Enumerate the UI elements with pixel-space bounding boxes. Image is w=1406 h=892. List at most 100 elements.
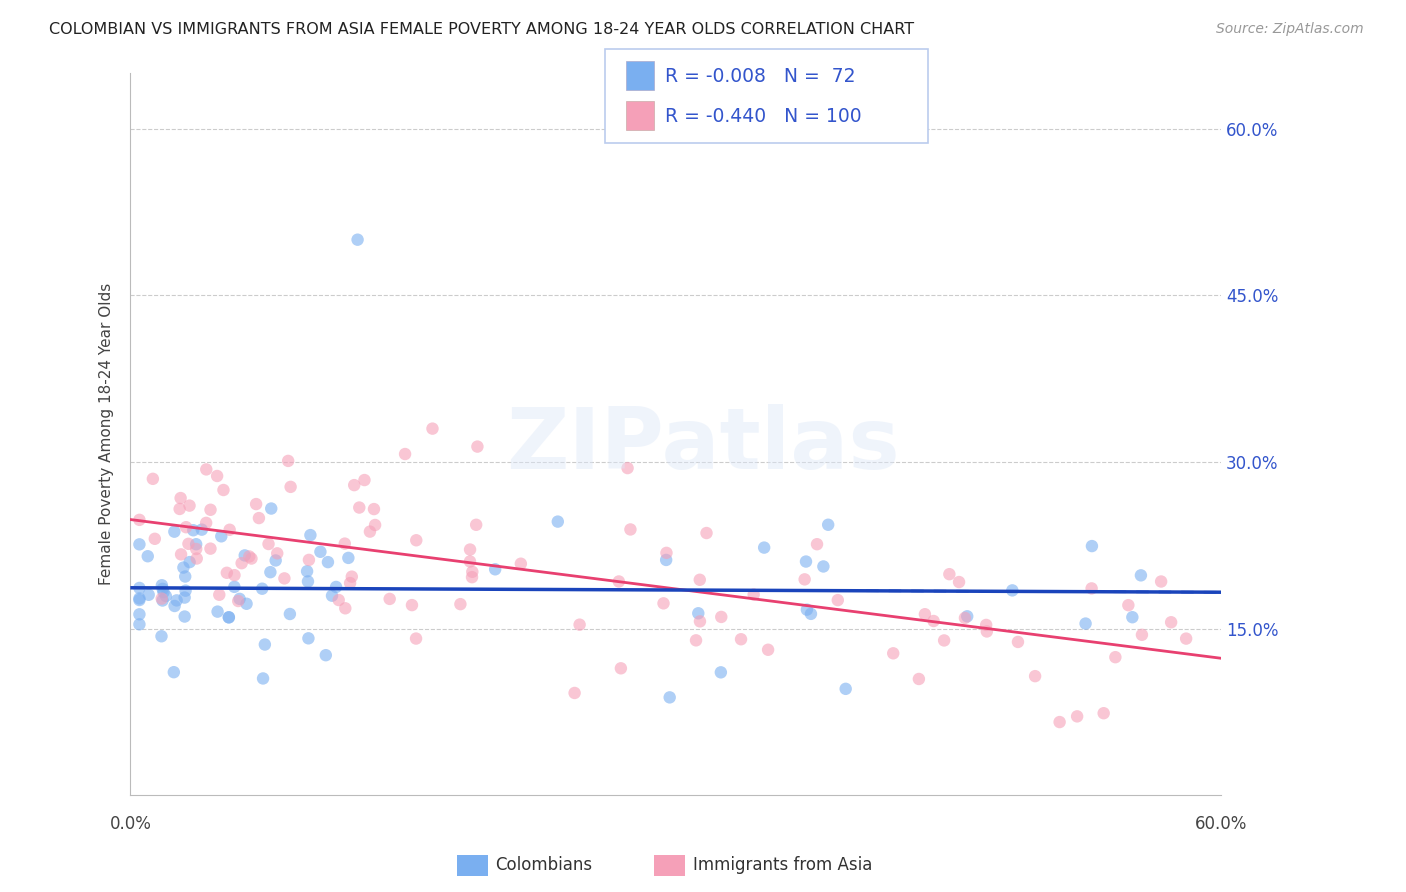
- Point: [200, 541, 222, 556]
- Point: [128, 593, 150, 607]
- Point: [467, 440, 489, 454]
- Point: [394, 447, 416, 461]
- Point: [806, 537, 828, 551]
- Point: [652, 596, 675, 610]
- Point: [1024, 669, 1046, 683]
- Point: [195, 516, 218, 530]
- Point: [1066, 709, 1088, 723]
- Point: [401, 598, 423, 612]
- Point: [273, 571, 295, 585]
- Point: [136, 549, 159, 564]
- Point: [152, 585, 174, 599]
- Point: [233, 549, 256, 563]
- Point: [956, 609, 979, 624]
- Point: [1049, 714, 1071, 729]
- Point: [364, 518, 387, 533]
- Point: [1121, 610, 1143, 624]
- Point: [260, 501, 283, 516]
- Point: [817, 517, 839, 532]
- Point: [1081, 539, 1104, 553]
- Point: [1129, 568, 1152, 582]
- Text: Source: ZipAtlas.com: Source: ZipAtlas.com: [1216, 22, 1364, 37]
- Point: [688, 607, 710, 621]
- Text: Immigrants from Asia: Immigrants from Asia: [693, 856, 873, 874]
- Point: [173, 591, 195, 605]
- Point: [449, 597, 471, 611]
- Point: [163, 665, 186, 680]
- Point: [422, 422, 444, 436]
- Point: [1092, 706, 1115, 721]
- Text: COLOMBIAN VS IMMIGRANTS FROM ASIA FEMALE POVERTY AMONG 18-24 YEAR OLDS CORRELATI: COLOMBIAN VS IMMIGRANTS FROM ASIA FEMALE…: [49, 22, 914, 37]
- Text: R = -0.440   N = 100: R = -0.440 N = 100: [665, 107, 862, 126]
- Point: [932, 633, 955, 648]
- Point: [343, 478, 366, 492]
- Point: [218, 610, 240, 624]
- Point: [730, 632, 752, 647]
- Point: [218, 523, 240, 537]
- Point: [174, 520, 197, 534]
- Point: [346, 233, 368, 247]
- Text: ZIPatlas: ZIPatlas: [506, 404, 900, 488]
- Point: [696, 526, 718, 541]
- Point: [163, 524, 186, 539]
- Point: [461, 565, 484, 579]
- Point: [349, 500, 371, 515]
- Point: [295, 564, 318, 578]
- Point: [128, 581, 150, 595]
- Point: [250, 582, 273, 596]
- Point: [186, 541, 208, 556]
- Point: [177, 537, 200, 551]
- Point: [179, 499, 201, 513]
- Point: [484, 562, 506, 576]
- Point: [710, 665, 733, 680]
- Point: [181, 523, 204, 537]
- Point: [152, 582, 174, 596]
- Point: [321, 589, 343, 603]
- Point: [756, 642, 779, 657]
- Point: [278, 607, 301, 621]
- Point: [685, 633, 707, 648]
- Point: [568, 617, 591, 632]
- Point: [191, 523, 214, 537]
- Point: [655, 553, 678, 567]
- Point: [309, 545, 332, 559]
- Text: R = -0.008   N =  72: R = -0.008 N = 72: [665, 67, 855, 86]
- Point: [228, 591, 250, 606]
- Point: [796, 602, 818, 616]
- Point: [340, 569, 363, 583]
- Point: [128, 607, 150, 622]
- Point: [337, 550, 360, 565]
- Point: [1001, 583, 1024, 598]
- Point: [793, 573, 815, 587]
- Point: [1074, 616, 1097, 631]
- Point: [363, 502, 385, 516]
- Point: [169, 491, 191, 505]
- Point: [173, 609, 195, 624]
- Point: [922, 614, 945, 628]
- Point: [1130, 628, 1153, 642]
- Point: [172, 560, 194, 574]
- Point: [458, 554, 481, 568]
- Point: [257, 537, 280, 551]
- Point: [297, 574, 319, 589]
- Point: [353, 473, 375, 487]
- Point: [339, 576, 361, 591]
- Point: [458, 542, 481, 557]
- Point: [359, 524, 381, 539]
- Point: [325, 580, 347, 594]
- Point: [264, 553, 287, 567]
- Point: [208, 588, 231, 602]
- Point: [316, 555, 339, 569]
- Point: [280, 480, 302, 494]
- Point: [405, 533, 427, 548]
- Point: [378, 591, 401, 606]
- Point: [277, 454, 299, 468]
- Point: [215, 566, 238, 580]
- Point: [1160, 615, 1182, 630]
- Point: [1150, 574, 1173, 589]
- Point: [607, 574, 630, 589]
- Point: [509, 557, 531, 571]
- Point: [953, 611, 976, 625]
- Point: [610, 661, 633, 675]
- Point: [564, 686, 586, 700]
